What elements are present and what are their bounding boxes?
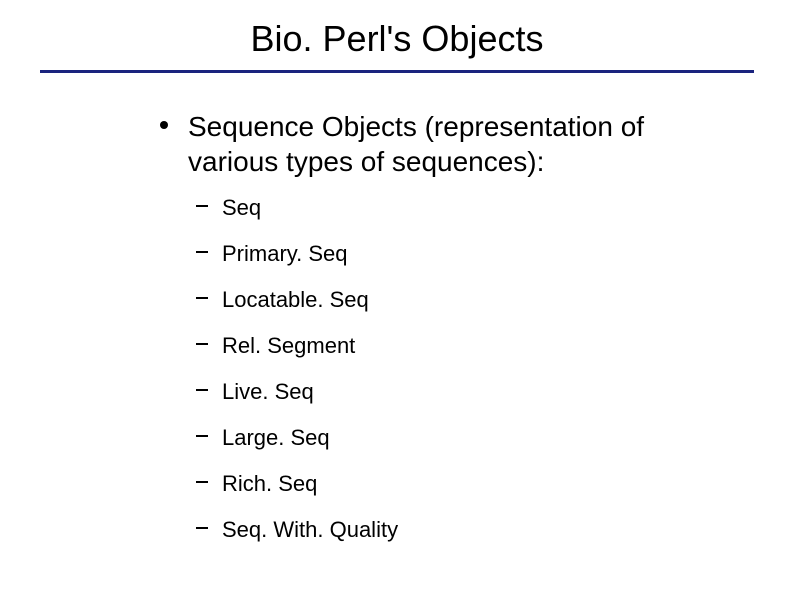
dash-bullet-icon xyxy=(196,481,208,483)
dash-bullet-icon xyxy=(196,435,208,437)
sub-list: Seq Primary. Seq Locatable. Seq Rel. Seg… xyxy=(196,195,674,543)
sub-item-text: Large. Seq xyxy=(222,425,330,450)
dash-bullet-icon xyxy=(196,205,208,207)
sub-item-text: Primary. Seq xyxy=(222,241,348,266)
list-item: Rel. Segment xyxy=(196,333,674,359)
list-item: Primary. Seq xyxy=(196,241,674,267)
title-rule xyxy=(40,70,754,73)
list-item: Seq xyxy=(196,195,674,221)
dash-bullet-icon xyxy=(196,343,208,345)
sub-item-text: Seq. With. Quality xyxy=(222,517,398,542)
dash-bullet-icon xyxy=(196,297,208,299)
list-item: Large. Seq xyxy=(196,425,674,451)
disc-bullet-icon xyxy=(160,121,168,129)
dash-bullet-icon xyxy=(196,251,208,253)
dash-bullet-icon xyxy=(196,389,208,391)
slide-title: Bio. Perl's Objects xyxy=(0,18,794,60)
sub-item-text: Live. Seq xyxy=(222,379,314,404)
list-item: Seq. With. Quality xyxy=(196,517,674,543)
top-item-text: Sequence Objects (representation of vari… xyxy=(188,109,674,179)
list-item: Rich. Seq xyxy=(196,471,674,497)
top-bullet-item: Sequence Objects (representation of vari… xyxy=(160,109,674,179)
list-item: Live. Seq xyxy=(196,379,674,405)
dash-bullet-icon xyxy=(196,527,208,529)
title-container: Bio. Perl's Objects xyxy=(0,0,794,60)
sub-item-text: Locatable. Seq xyxy=(222,287,369,312)
content-area: Sequence Objects (representation of vari… xyxy=(160,109,674,543)
sub-item-text: Seq xyxy=(222,195,261,220)
list-item: Locatable. Seq xyxy=(196,287,674,313)
slide: Bio. Perl's Objects Sequence Objects (re… xyxy=(0,0,794,595)
sub-item-text: Rich. Seq xyxy=(222,471,317,496)
sub-item-text: Rel. Segment xyxy=(222,333,355,358)
